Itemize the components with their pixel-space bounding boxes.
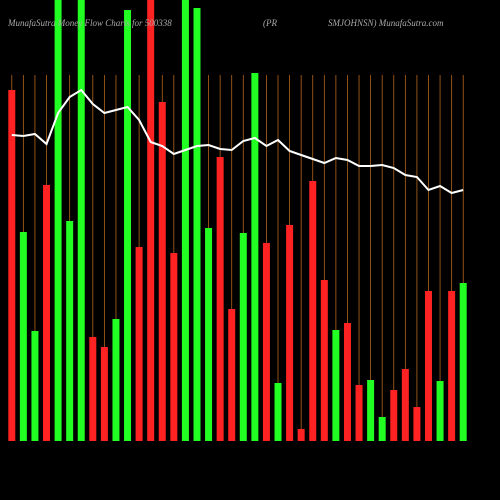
bar <box>367 380 375 441</box>
flow-line <box>11 88 464 195</box>
bar <box>309 181 317 441</box>
bar <box>124 10 132 441</box>
bar <box>147 0 155 441</box>
bar <box>66 221 74 441</box>
bar <box>459 283 467 441</box>
bar <box>262 243 270 441</box>
bar <box>31 331 39 441</box>
bar <box>216 157 224 441</box>
bar <box>332 330 340 441</box>
title-left: MunafaSutra Money Flow Charts for 500338 <box>7 18 172 28</box>
bar <box>436 381 444 441</box>
title-mid: (PR <box>263 18 277 28</box>
bar <box>112 319 120 441</box>
bar <box>274 383 282 441</box>
bar <box>135 247 143 441</box>
bar <box>286 225 294 441</box>
bar <box>181 0 189 441</box>
bar <box>320 280 328 441</box>
bar <box>424 291 432 441</box>
bar <box>390 390 398 441</box>
bar <box>205 228 213 441</box>
bar <box>343 323 351 441</box>
bar <box>448 291 456 441</box>
bar <box>89 337 97 441</box>
bar <box>355 385 363 441</box>
bar <box>19 232 27 441</box>
bar <box>401 369 409 441</box>
bar <box>158 102 166 441</box>
bar <box>77 0 85 441</box>
title-right: SMJOHNSN) MunafaSutra.com <box>328 18 444 28</box>
bar <box>378 417 386 441</box>
bar <box>297 429 305 441</box>
bars <box>8 0 467 441</box>
bar <box>170 253 178 441</box>
bar <box>54 0 62 441</box>
bar <box>228 309 236 441</box>
bar <box>8 90 16 441</box>
bar <box>193 8 201 441</box>
bar <box>251 73 259 441</box>
bar <box>100 347 108 441</box>
bar <box>413 407 421 441</box>
bar <box>43 185 51 441</box>
bar <box>239 233 247 441</box>
